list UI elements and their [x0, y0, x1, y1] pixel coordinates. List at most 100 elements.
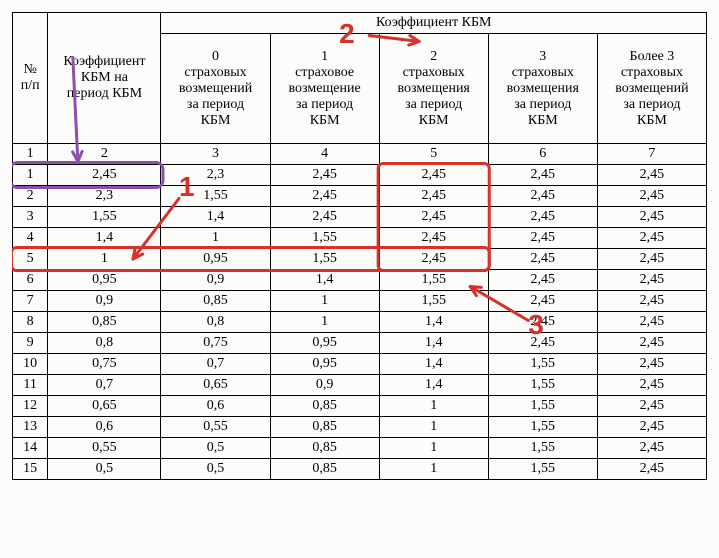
row-value: 2,45: [488, 291, 597, 312]
row-value: 2,45: [597, 312, 706, 333]
row-value: 1,55: [161, 186, 270, 207]
row-value: 0,9: [161, 270, 270, 291]
row-value: 1: [379, 459, 488, 480]
row-coef: 1,55: [48, 207, 161, 228]
row-num: 13: [13, 417, 48, 438]
row-coef: 0,6: [48, 417, 161, 438]
index-cell: 3: [161, 144, 270, 165]
row-coef: 2,45: [48, 165, 161, 186]
row-value: 2,45: [488, 207, 597, 228]
row-coef: 0,85: [48, 312, 161, 333]
row-value: 2,45: [597, 354, 706, 375]
row-coef: 0,8: [48, 333, 161, 354]
row-coef: 1,4: [48, 228, 161, 249]
index-cell: 1: [13, 144, 48, 165]
row-value: 2,45: [597, 249, 706, 270]
row-value: 1,55: [270, 249, 379, 270]
row-value: 0,85: [270, 438, 379, 459]
row-num: 9: [13, 333, 48, 354]
row-coef: 0,95: [48, 270, 161, 291]
index-cell: 2: [48, 144, 161, 165]
table-row: 22,31,552,452,452,452,45: [13, 186, 707, 207]
row-num: 5: [13, 249, 48, 270]
row-coef: 0,5: [48, 459, 161, 480]
kbm-table: № п/п Коэффициент КБМ на период КБМ Коэф…: [12, 12, 707, 480]
row-num: 15: [13, 459, 48, 480]
row-value: 1: [379, 417, 488, 438]
header-group: Коэффициент КБМ: [161, 13, 707, 34]
row-value: 1,4: [379, 354, 488, 375]
index-cell: 4: [270, 144, 379, 165]
row-value: 2,45: [379, 249, 488, 270]
row-value: 1,55: [488, 417, 597, 438]
row-value: 0,95: [270, 354, 379, 375]
row-value: 0,5: [161, 459, 270, 480]
row-num: 6: [13, 270, 48, 291]
header-num: № п/п: [13, 13, 48, 144]
row-value: 2,45: [488, 270, 597, 291]
row-value: 1,4: [161, 207, 270, 228]
row-value: 1,4: [270, 270, 379, 291]
row-value: 0,8: [161, 312, 270, 333]
row-value: 0,6: [161, 396, 270, 417]
header-coef: Коэффициент КБМ на период КБМ: [48, 13, 161, 144]
row-value: 1,55: [379, 270, 488, 291]
row-value: 2,45: [597, 417, 706, 438]
table-row: 130,60,550,8511,552,45: [13, 417, 707, 438]
row-coef: 2,3: [48, 186, 161, 207]
row-value: 2,45: [597, 333, 706, 354]
row-value: 1,4: [379, 333, 488, 354]
row-num: 2: [13, 186, 48, 207]
header-c2: 2 страховых возмещения за период КБМ: [379, 34, 488, 144]
row-value: 2,45: [597, 291, 706, 312]
row-value: 1: [379, 438, 488, 459]
table-row: 120,650,60,8511,552,45: [13, 396, 707, 417]
row-value: 2,45: [597, 270, 706, 291]
table-row: 31,551,42,452,452,452,45: [13, 207, 707, 228]
row-value: 2,3: [161, 165, 270, 186]
row-value: 2,45: [270, 165, 379, 186]
header-c4: Более 3 страховых возмещений за период К…: [597, 34, 706, 144]
row-value: 1,55: [488, 438, 597, 459]
table-row: 140,550,50,8511,552,45: [13, 438, 707, 459]
row-value: 0,7: [161, 354, 270, 375]
row-value: 0,85: [161, 291, 270, 312]
row-value: 2,45: [379, 207, 488, 228]
row-num: 1: [13, 165, 48, 186]
kbm-table-wrapper: № п/п Коэффициент КБМ на период КБМ Коэф…: [12, 12, 707, 480]
row-num: 3: [13, 207, 48, 228]
row-value: 1: [270, 291, 379, 312]
row-value: 2,45: [488, 165, 597, 186]
table-row: 70,90,8511,552,452,45: [13, 291, 707, 312]
row-coef: 0,65: [48, 396, 161, 417]
table-row: 90,80,750,951,42,452,45: [13, 333, 707, 354]
index-cell: 7: [597, 144, 706, 165]
row-value: 2,45: [488, 249, 597, 270]
row-value: 0,55: [161, 417, 270, 438]
row-value: 1: [379, 396, 488, 417]
row-value: 0,9: [270, 375, 379, 396]
row-value: 0,85: [270, 459, 379, 480]
row-value: 1: [270, 312, 379, 333]
row-value: 1,55: [379, 291, 488, 312]
row-value: 1,4: [379, 375, 488, 396]
row-value: 2,45: [597, 165, 706, 186]
row-value: 2,45: [379, 228, 488, 249]
table-row: 510,951,552,452,452,45: [13, 249, 707, 270]
table-row: 100,750,70,951,41,552,45: [13, 354, 707, 375]
row-value: 0,85: [270, 417, 379, 438]
row-num: 14: [13, 438, 48, 459]
row-value: 2,45: [379, 186, 488, 207]
row-value: 2,45: [379, 165, 488, 186]
table-row: 60,950,91,41,552,452,45: [13, 270, 707, 291]
header-c1: 1 страховое возмещение за период КБМ: [270, 34, 379, 144]
row-value: 1,55: [488, 375, 597, 396]
row-value: 1: [161, 228, 270, 249]
row-value: 0,95: [161, 249, 270, 270]
row-num: 11: [13, 375, 48, 396]
row-value: 2,45: [488, 333, 597, 354]
row-value: 0,5: [161, 438, 270, 459]
row-value: 2,45: [488, 312, 597, 333]
header-c0: 0 страховых возмещений за период КБМ: [161, 34, 270, 144]
row-coef: 0,7: [48, 375, 161, 396]
